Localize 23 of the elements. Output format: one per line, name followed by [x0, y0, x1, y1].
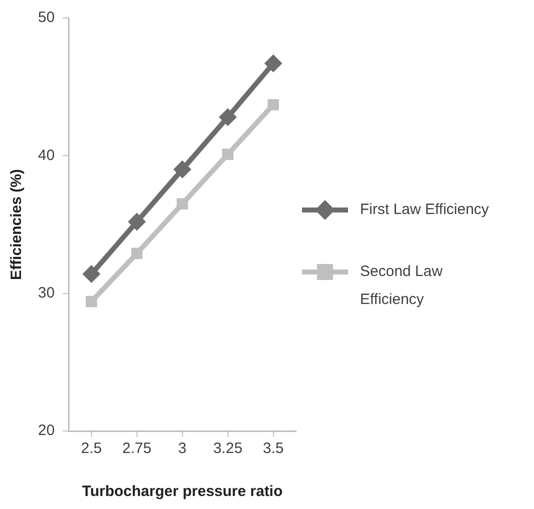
- legend-label: First Law Efficiency: [360, 200, 490, 220]
- point: [264, 54, 282, 72]
- point: [222, 148, 234, 160]
- y-tick-label: 50: [38, 9, 55, 26]
- point: [131, 248, 143, 260]
- point: [86, 296, 98, 308]
- x-tick-label: 2.75: [122, 440, 152, 458]
- y-tick-label: 20: [38, 422, 55, 440]
- x-tick-label: 3: [178, 440, 187, 458]
- point: [176, 198, 188, 210]
- legend-label: Second Law Efficiency: [360, 262, 444, 310]
- y-axis-title: Efficiencies (%): [8, 169, 26, 280]
- point: [173, 160, 192, 178]
- point: [82, 265, 100, 284]
- point: [218, 108, 237, 126]
- x-axis-title: Turbocharger pressure ratio: [82, 483, 283, 500]
- point: [128, 212, 146, 231]
- y-tick-label: 40: [38, 146, 55, 164]
- x-tick-label: 3.5: [262, 440, 284, 458]
- y-tick-label: 30: [38, 284, 55, 302]
- point: [268, 99, 279, 110]
- x-tick-label: 3.25: [213, 440, 242, 458]
- x-tick-label: 2.5: [80, 440, 102, 458]
